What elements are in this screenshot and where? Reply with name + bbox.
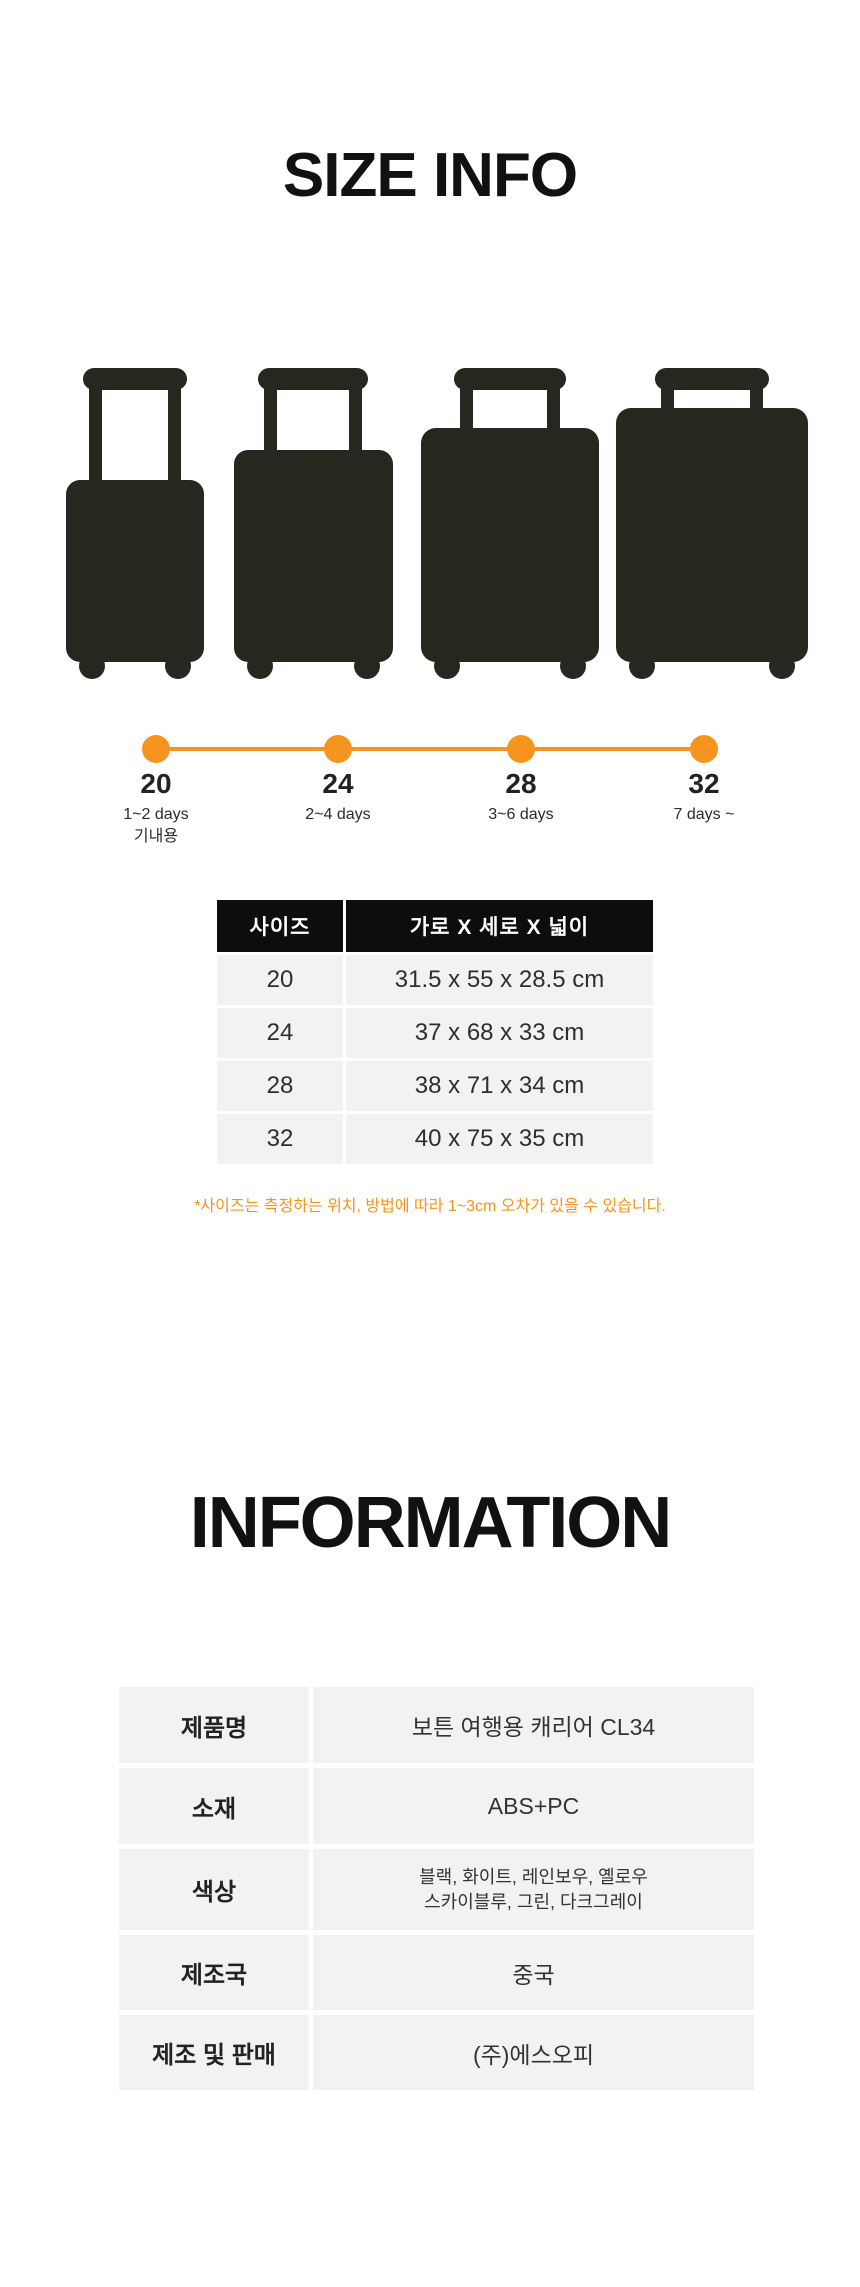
size-tolerance-note: *사이즈는 측정하는 위치, 방법에 따라 1~3cm 오차가 있을 수 있습니… (194, 1198, 666, 1215)
info-row-manufacturer: 제조 및 판매 (주)에스오피 (119, 2015, 754, 2090)
info-row-material: 소재 ABS+PC (119, 1768, 754, 1844)
size-table-row: 20 31.5 x 55 x 28.5 cm (217, 955, 653, 1005)
suitcase-32-icon (616, 368, 808, 679)
info-row-colors: 색상 블랙, 화이트, 레인보우, 옐로우 스카이블루, 그린, 다크그레이 (119, 1849, 754, 1930)
size-info-title: SIZE INFO (282, 141, 578, 210)
dimension-cell: 38 x 71 x 34 cm (346, 1061, 653, 1111)
stop-days-label: 1~2 days (123, 806, 189, 823)
stop-extra-label: 기내용 (133, 828, 179, 845)
stop-days-label: 2~4 days (305, 806, 371, 823)
stop-size-label: 20 (140, 768, 172, 799)
dimension-cell: 37 x 68 x 33 cm (346, 1008, 653, 1058)
size-cell: 32 (217, 1114, 343, 1164)
timeline-stop-24: 24 2~4 days (253, 768, 423, 848)
size-table-header-dimensions: 가로 X 세로 X 넓이 (346, 900, 653, 952)
timeline-stop-20: 20 1~2 days 기내용 (71, 768, 241, 848)
suitcase-28-icon (421, 368, 599, 679)
info-row-country: 제조국 중국 (119, 1935, 754, 2010)
info-row-product-name: 제품명 보튼 여행용 캐리어 CL34 (119, 1687, 754, 1763)
stop-extra-label (436, 826, 606, 848)
dimension-cell: 40 x 75 x 35 cm (346, 1114, 653, 1164)
size-table: 사이즈 가로 X 세로 X 넓이 20 31.5 x 55 x 28.5 cm … (217, 900, 653, 1167)
timeline-stop-32: 32 7 days ~ (619, 768, 789, 848)
info-label: 소재 (119, 1768, 309, 1844)
timeline-dot-20 (142, 735, 170, 763)
stop-extra-label (253, 826, 423, 848)
size-table-row: 24 37 x 68 x 33 cm (217, 1008, 653, 1058)
timeline-line (156, 747, 704, 751)
stop-days-label: 3~6 days (488, 806, 554, 823)
timeline-dot-24 (324, 735, 352, 763)
info-label: 제품명 (119, 1687, 309, 1763)
size-table-row: 32 40 x 75 x 35 cm (217, 1114, 653, 1164)
information-title: INFORMATION (189, 1483, 673, 1563)
stop-size-label: 24 (322, 768, 354, 799)
size-table-row: 28 38 x 71 x 34 cm (217, 1061, 653, 1111)
suitcase-20-icon (66, 368, 204, 679)
info-value-line2: 스카이블루, 그린, 다크그레이 (424, 1891, 643, 1912)
stop-size-label: 32 (688, 768, 720, 799)
dimension-cell: 31.5 x 55 x 28.5 cm (346, 955, 653, 1005)
info-value: ABS+PC (313, 1768, 754, 1844)
information-table: 제품명 보튼 여행용 캐리어 CL34 소재 ABS+PC 색상 블랙, 화이트… (119, 1687, 754, 2095)
timeline-dot-28 (507, 735, 535, 763)
suitcase-24-icon (234, 368, 393, 679)
stop-days-label: 7 days ~ (673, 806, 735, 823)
timeline-dot-32 (690, 735, 718, 763)
info-value: (주)에스오피 (313, 2015, 754, 2090)
info-label: 제조 및 판매 (119, 2015, 309, 2090)
size-cell: 24 (217, 1008, 343, 1058)
timeline-stop-28: 28 3~6 days (436, 768, 606, 848)
info-value: 중국 (313, 1935, 754, 2010)
size-cell: 28 (217, 1061, 343, 1111)
size-table-header: 사이즈 가로 X 세로 X 넓이 (217, 900, 653, 952)
info-label: 색상 (119, 1849, 309, 1930)
info-label: 제조국 (119, 1935, 309, 2010)
stop-size-label: 28 (505, 768, 537, 799)
info-value: 보튼 여행용 캐리어 CL34 (313, 1687, 754, 1763)
info-value-line1: 블랙, 화이트, 레인보우, 옐로우 (419, 1866, 648, 1887)
size-table-header-size: 사이즈 (217, 900, 343, 952)
stop-extra-label (619, 826, 789, 848)
size-cell: 20 (217, 955, 343, 1005)
luggage-sizes-illustration (66, 368, 808, 679)
info-value: 블랙, 화이트, 레인보우, 옐로우 스카이블루, 그린, 다크그레이 (313, 1849, 754, 1930)
